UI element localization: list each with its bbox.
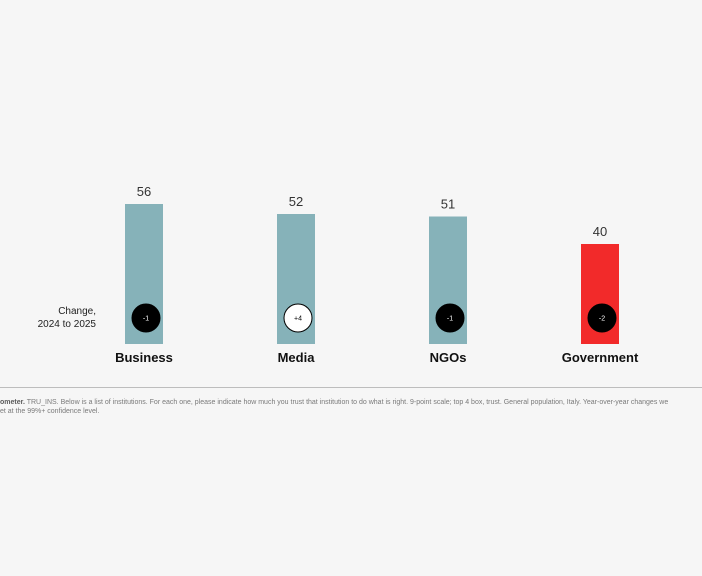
footnote-source-bold: ometer. bbox=[0, 399, 25, 406]
change-badge-government bbox=[587, 303, 617, 333]
change-value-government: -2 bbox=[599, 316, 605, 323]
change-badge-business bbox=[131, 303, 161, 333]
footnote-line-1: ometer. TRU_INS. Below is a list of inst… bbox=[0, 398, 702, 407]
value-label-ngos: 51 bbox=[441, 197, 455, 212]
category-label-business: Business bbox=[115, 350, 173, 365]
footnote-divider bbox=[0, 387, 702, 388]
change-badge-media bbox=[283, 303, 313, 333]
change-label-line2: 2024 to 2025 bbox=[38, 319, 97, 330]
change-value-media: +4 bbox=[294, 316, 302, 323]
category-label-government: Government bbox=[562, 350, 639, 365]
footnote-source-text: TRU_INS. Below is a list of institutions… bbox=[24, 399, 669, 406]
change-label-line1: Change, bbox=[58, 306, 96, 317]
change-value-ngos: -1 bbox=[447, 316, 453, 323]
category-label-ngos: NGOs bbox=[430, 350, 467, 365]
change-value-business: -1 bbox=[143, 316, 149, 323]
value-label-government: 40 bbox=[593, 224, 607, 239]
category-label-media: Media bbox=[278, 350, 316, 365]
value-label-media: 52 bbox=[289, 194, 303, 209]
trust-bar-chart: 56 -1 Business 52 +4 Media 51 -1 NGOs 40 -2 Governm… bbox=[38, 184, 639, 365]
footnote: ometer. TRU_INS. Below is a list of inst… bbox=[0, 398, 702, 416]
footnote-line-2: et at the 99%+ confidence level. bbox=[0, 408, 100, 415]
change-badge-ngos bbox=[435, 303, 465, 333]
value-label-business: 56 bbox=[137, 184, 151, 199]
